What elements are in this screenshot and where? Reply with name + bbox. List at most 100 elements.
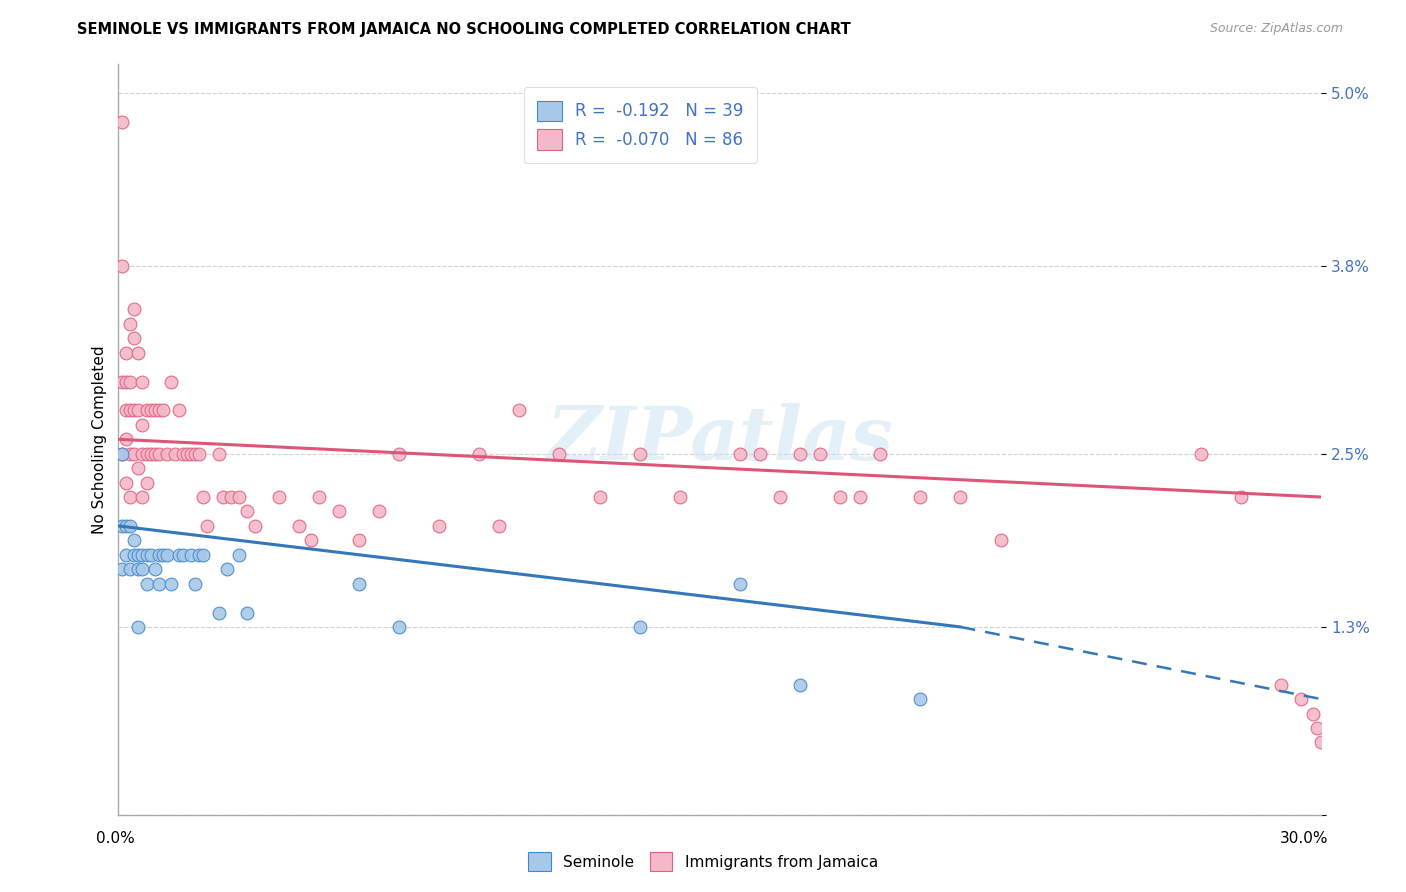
Point (120, 490, 142, 504)
Point (949, 490, 972, 504)
Point (1291, 692, 1313, 706)
Point (235, 504, 257, 518)
Point (120, 519, 142, 533)
Point (830, 490, 852, 504)
Point (388, 447, 411, 461)
Point (115, 403, 138, 417)
Point (167, 548, 190, 562)
Point (869, 447, 891, 461)
Point (111, 562, 134, 576)
Point (152, 548, 174, 562)
Point (288, 519, 311, 533)
Point (124, 533, 146, 548)
Point (143, 403, 166, 417)
Point (135, 403, 157, 417)
Text: SEMINOLE VS IMMIGRANTS FROM JAMAICA NO SCHOOLING COMPLETED CORRELATION CHART: SEMINOLE VS IMMIGRANTS FROM JAMAICA NO S… (77, 22, 851, 37)
Point (120, 317, 142, 331)
Point (191, 548, 214, 562)
Point (163, 447, 186, 461)
Point (191, 490, 214, 504)
Point (127, 620, 149, 634)
Point (148, 548, 170, 562)
Point (1230, 490, 1253, 504)
Point (488, 519, 510, 533)
Point (120, 562, 142, 576)
Point (990, 533, 1012, 548)
Point (159, 375, 181, 389)
Point (219, 490, 242, 504)
Point (368, 504, 391, 518)
Point (120, 447, 142, 461)
Point (124, 548, 146, 562)
Legend: Seminole, Immigrants from Jamaica: Seminole, Immigrants from Jamaica (522, 847, 884, 877)
Point (468, 447, 491, 461)
Point (910, 692, 932, 706)
Point (172, 447, 194, 461)
Point (120, 375, 142, 389)
Point (228, 548, 250, 562)
Point (215, 562, 238, 576)
Point (628, 620, 651, 634)
Point (111, 447, 134, 461)
Y-axis label: No Schooling Completed: No Schooling Completed (93, 345, 107, 533)
Point (347, 576, 370, 591)
Point (211, 490, 233, 504)
Point (135, 447, 157, 461)
Point (183, 447, 205, 461)
Point (139, 403, 162, 417)
Point (299, 533, 322, 548)
Point (148, 447, 170, 461)
Point (127, 461, 149, 475)
Point (183, 576, 205, 591)
Point (131, 447, 153, 461)
Point (131, 548, 153, 562)
Point (124, 331, 146, 345)
Point (124, 447, 146, 461)
Point (111, 115, 134, 129)
Point (769, 490, 792, 504)
Point (143, 562, 166, 576)
Point (131, 375, 153, 389)
Point (208, 447, 231, 461)
Point (124, 403, 146, 417)
Point (115, 548, 138, 562)
Point (115, 475, 138, 490)
Point (180, 548, 202, 562)
Point (508, 403, 530, 417)
Point (1302, 706, 1324, 721)
Point (152, 403, 174, 417)
Point (347, 533, 370, 548)
Point (131, 417, 153, 432)
Point (208, 606, 231, 620)
Point (668, 490, 690, 504)
Point (111, 375, 134, 389)
Point (115, 345, 138, 359)
Point (135, 548, 157, 562)
Point (139, 548, 162, 562)
Point (155, 548, 177, 562)
Text: 30.0%: 30.0% (1281, 831, 1329, 846)
Legend: R =  -0.192   N = 39, R =  -0.070   N = 86: R = -0.192 N = 39, R = -0.070 N = 86 (523, 87, 756, 163)
Point (1189, 447, 1212, 461)
Point (167, 403, 190, 417)
Text: ZIPatlas: ZIPatlas (547, 403, 893, 475)
Point (135, 475, 157, 490)
Point (127, 562, 149, 576)
Point (728, 576, 751, 591)
Point (427, 519, 450, 533)
Point (187, 447, 209, 461)
Point (148, 576, 170, 591)
Point (176, 447, 198, 461)
Text: 0.0%: 0.0% (96, 831, 135, 846)
Point (628, 447, 651, 461)
Point (789, 678, 811, 692)
Point (808, 447, 831, 461)
Point (111, 447, 134, 461)
Point (111, 259, 134, 273)
Point (180, 447, 202, 461)
Point (910, 490, 932, 504)
Point (148, 403, 170, 417)
Point (139, 447, 162, 461)
Point (135, 576, 157, 591)
Point (127, 345, 149, 359)
